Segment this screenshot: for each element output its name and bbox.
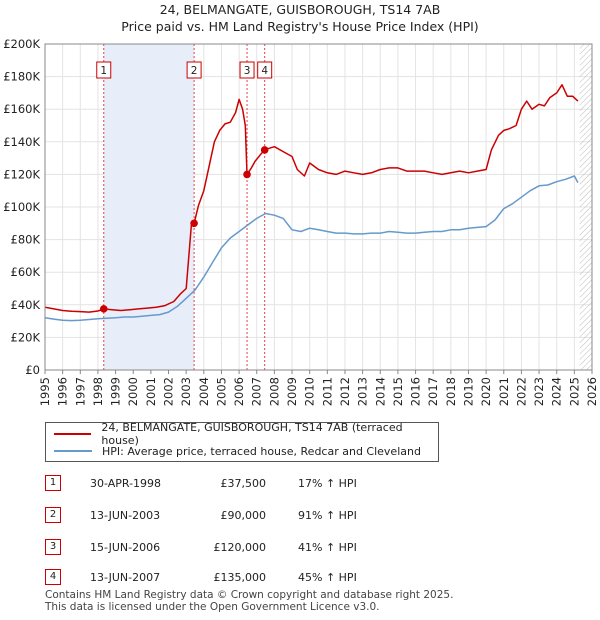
x-tick-label: 2020: [479, 377, 493, 406]
x-tick-label: 1999: [109, 377, 123, 406]
x-tick-label: 2022: [514, 377, 528, 406]
sale-number-badge: 3: [45, 539, 61, 555]
future-hatch: [579, 44, 592, 370]
x-tick-label: 2008: [267, 377, 281, 406]
x-tick-label: 2004: [197, 377, 211, 406]
y-tick-label: £100K: [3, 200, 40, 214]
sale-label-text: 1: [100, 65, 107, 77]
y-tick-label: £40K: [11, 298, 41, 312]
x-tick-label: 2016: [409, 377, 423, 406]
sale-label-text: 2: [191, 65, 198, 77]
x-tick-label: 2006: [232, 377, 246, 406]
x-tick-label: 2021: [497, 377, 511, 406]
x-tick-label: 1995: [38, 377, 52, 406]
sale-point: [260, 146, 269, 154]
legend-label-property: 24, BELMANGATE, GUISBOROUGH, TS14 7AB (t…: [101, 421, 403, 447]
y-tick-label: £80K: [11, 233, 41, 247]
sale-hpi-change: 45% ↑ HPI: [298, 571, 357, 584]
sale-price: £90,000: [220, 509, 267, 522]
x-tick-label: 2011: [320, 377, 334, 406]
sale-label-box: [96, 61, 112, 79]
chart-title: 24, BELMANGATE, GUISBOROUGH, TS14 7AB: [159, 2, 441, 17]
x-tick-label: 2026: [585, 377, 599, 406]
x-tick-label: 1998: [91, 377, 105, 406]
ownership-shade: [103, 44, 195, 370]
y-tick-label: £160K: [3, 102, 40, 116]
sale-row: 2 13-JUN-2003 £90,000 91% ↑ HPI: [45, 507, 465, 525]
y-tick-label: £180K: [3, 70, 40, 84]
y-tick-label: £60K: [11, 265, 41, 279]
plot-frame: [44, 43, 593, 371]
x-tick-label: 2005: [214, 377, 228, 406]
sale-price: £135,000: [213, 571, 267, 584]
y-tick-label: £140K: [3, 135, 40, 149]
sale-date: 13-JUN-2003: [90, 509, 161, 522]
x-tick-label: 2019: [461, 377, 475, 406]
sale-label-text: 4: [261, 65, 268, 77]
sale-number-badge: 1: [45, 475, 61, 491]
legend: 24, BELMANGATE, GUISBOROUGH, TS14 7AB (t…: [45, 421, 439, 462]
x-tick-label: 2012: [338, 377, 352, 406]
sale-number-badge: 4: [45, 569, 61, 585]
sale-label-box: [186, 61, 202, 79]
x-tick-label: 2002: [162, 377, 176, 406]
sale-date: 30-APR-1998: [90, 477, 162, 490]
property-price-line: [45, 84, 579, 313]
y-tick-label: £200K: [3, 37, 40, 51]
x-tick-label: 2025: [567, 377, 581, 406]
footer-license: This data is licensed under the Open Gov…: [45, 601, 380, 613]
sale-date: 15-JUN-2006: [90, 541, 161, 554]
sale-label-box: [257, 61, 273, 79]
x-tick-label: 2013: [356, 377, 370, 406]
sale-hpi-change: 41% ↑ HPI: [298, 541, 357, 554]
legend-item-property: 24, BELMANGATE, GUISBOROUGH, TS14 7AB (t…: [54, 421, 438, 447]
sale-price: £120,000: [213, 541, 267, 554]
sale-label-text: 3: [244, 65, 251, 77]
x-tick-label: 2018: [444, 377, 458, 406]
x-tick-label: 1997: [73, 377, 87, 406]
sale-number-badge: 2: [45, 507, 61, 523]
x-tick-label: 2014: [373, 377, 387, 406]
x-tick-label: 2003: [179, 377, 193, 406]
sale-label-box: [239, 61, 255, 79]
footer-copyright: Contains HM Land Registry data © Crown c…: [45, 589, 454, 601]
x-tick-label: 2007: [250, 377, 264, 406]
x-tick-label: 2017: [426, 377, 440, 406]
y-tick-label: £20K: [11, 330, 41, 344]
sale-row: 1 30-APR-1998 £37,500 17% ↑ HPI: [45, 475, 465, 493]
legend-swatch-hpi: [54, 450, 92, 452]
x-tick-label: 2001: [144, 377, 158, 406]
sale-row: 4 13-JUN-2007 £135,000 45% ↑ HPI: [45, 569, 465, 587]
sale-point: [190, 219, 198, 228]
x-tick-label: 2000: [126, 377, 140, 406]
chart-subtitle: Price paid vs. HM Land Registry's House …: [121, 19, 479, 34]
legend-label-hpi: HPI: Average price, terraced house, Redc…: [102, 444, 421, 458]
legend-item-hpi: HPI: Average price, terraced house, Redc…: [54, 443, 421, 459]
sale-date: 13-JUN-2007: [90, 571, 161, 584]
y-tick-label: £0: [25, 363, 40, 377]
x-tick-label: 2015: [391, 377, 405, 406]
sale-price: £37,500: [220, 477, 267, 490]
sale-hpi-change: 17% ↑ HPI: [298, 477, 357, 490]
x-tick-label: 2023: [532, 377, 546, 406]
sale-hpi-change: 91% ↑ HPI: [298, 509, 357, 522]
x-tick-label: 1996: [56, 377, 70, 406]
x-tick-label: 2010: [303, 377, 317, 406]
sale-point: [243, 170, 251, 179]
x-tick-label: 2024: [550, 377, 564, 406]
x-tick-label: 2009: [285, 377, 299, 406]
sale-row: 3 15-JUN-2006 £120,000 41% ↑ HPI: [45, 539, 465, 557]
legend-swatch-property: [54, 433, 92, 435]
y-tick-label: £120K: [3, 167, 40, 181]
hpi-line: [45, 175, 579, 322]
sale-point: [99, 305, 108, 313]
